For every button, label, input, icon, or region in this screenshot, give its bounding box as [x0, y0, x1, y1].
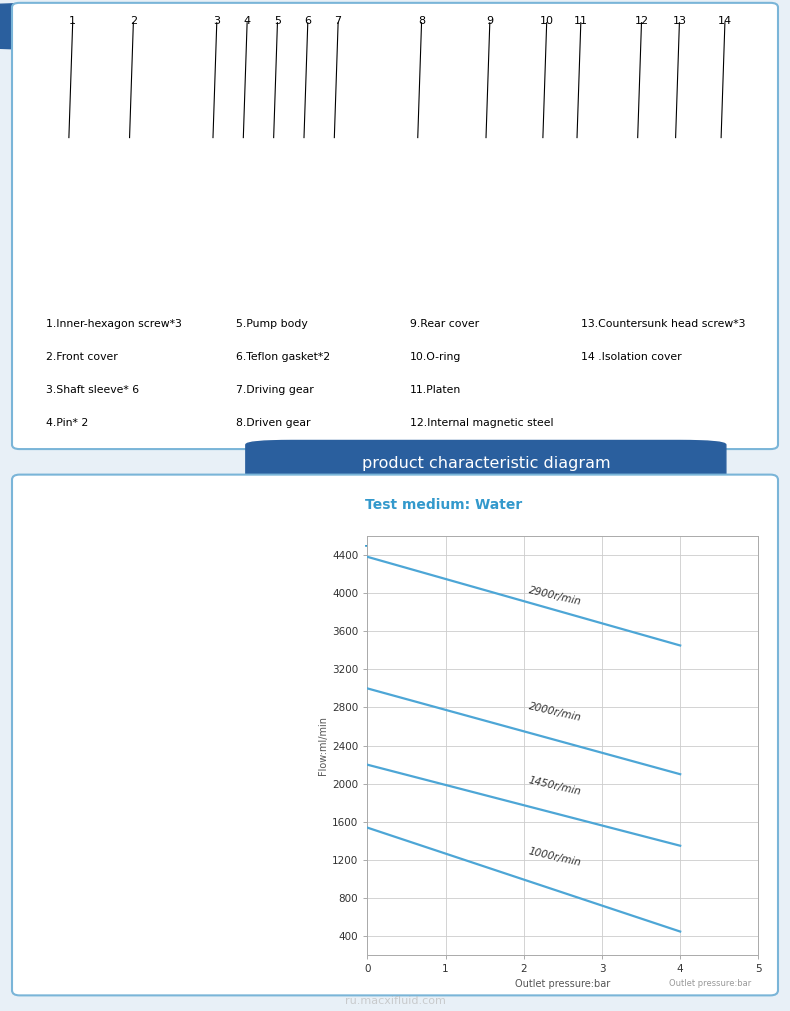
Text: 11.Platen: 11.Platen [410, 385, 461, 395]
Text: 7: 7 [334, 16, 342, 26]
Text: 8.Driven gear: 8.Driven gear [235, 419, 310, 428]
Text: [ 1.50ml/rev-57Spec ]: [ 1.50ml/rev-57Spec ] [482, 601, 649, 616]
Text: 5: 5 [274, 16, 281, 26]
FancyBboxPatch shape [0, 4, 413, 49]
Text: 8: 8 [418, 16, 425, 26]
Text: 9.Rear cover: 9.Rear cover [410, 318, 480, 329]
Text: 7.Driving gear: 7.Driving gear [235, 385, 314, 395]
Text: 9: 9 [486, 16, 494, 26]
Text: 2000r/min: 2000r/min [528, 701, 582, 723]
Text: Outlet pressure:bar: Outlet pressure:bar [669, 979, 751, 988]
FancyBboxPatch shape [12, 474, 778, 996]
X-axis label: Outlet pressure:bar: Outlet pressure:bar [515, 979, 611, 989]
Text: 6.Teflon gasket*2: 6.Teflon gasket*2 [235, 352, 330, 362]
Text: 12.Internal magnetic steel: 12.Internal magnetic steel [410, 419, 554, 428]
Text: 4: 4 [243, 16, 250, 26]
Text: 2: 2 [130, 16, 137, 26]
Text: ru.macxifluid.com: ru.macxifluid.com [344, 996, 446, 1006]
Text: 1: 1 [70, 16, 76, 26]
FancyBboxPatch shape [246, 441, 726, 485]
Text: 3.Shaft sleeve* 6: 3.Shaft sleeve* 6 [46, 385, 139, 395]
Text: Pump head structure diagram: Pump head structure diagram [77, 19, 318, 33]
Text: 14: 14 [718, 16, 732, 26]
Text: 1000r/min: 1000r/min [528, 846, 582, 867]
Text: 2900r/min: 2900r/min [528, 585, 582, 608]
Text: 13.Countersunk head screw*3: 13.Countersunk head screw*3 [581, 318, 745, 329]
Text: 1.Inner-hexagon screw*3: 1.Inner-hexagon screw*3 [46, 318, 182, 329]
FancyBboxPatch shape [12, 3, 778, 449]
Text: 1450r/min: 1450r/min [528, 775, 582, 798]
Text: 2.Front cover: 2.Front cover [46, 352, 118, 362]
Text: Test temperature: Ordinary temperature: Test temperature: Ordinary temperature [365, 544, 683, 558]
Text: product characteristic diagram: product characteristic diagram [362, 456, 610, 470]
Text: 12: 12 [634, 16, 649, 26]
Text: 6: 6 [304, 16, 311, 26]
Text: 3: 3 [213, 16, 220, 26]
Text: 10.O-ring: 10.O-ring [410, 352, 461, 362]
Text: 13: 13 [672, 16, 687, 26]
Text: 5.Pump body: 5.Pump body [235, 318, 307, 329]
Y-axis label: Flow:ml/min: Flow:ml/min [318, 716, 328, 775]
Text: 11: 11 [574, 16, 588, 26]
Text: Test medium: Water: Test medium: Water [365, 497, 522, 512]
Text: 14 .Isolation cover: 14 .Isolation cover [581, 352, 682, 362]
Text: 10: 10 [540, 16, 554, 26]
Text: 4.Pin* 2: 4.Pin* 2 [46, 419, 88, 428]
